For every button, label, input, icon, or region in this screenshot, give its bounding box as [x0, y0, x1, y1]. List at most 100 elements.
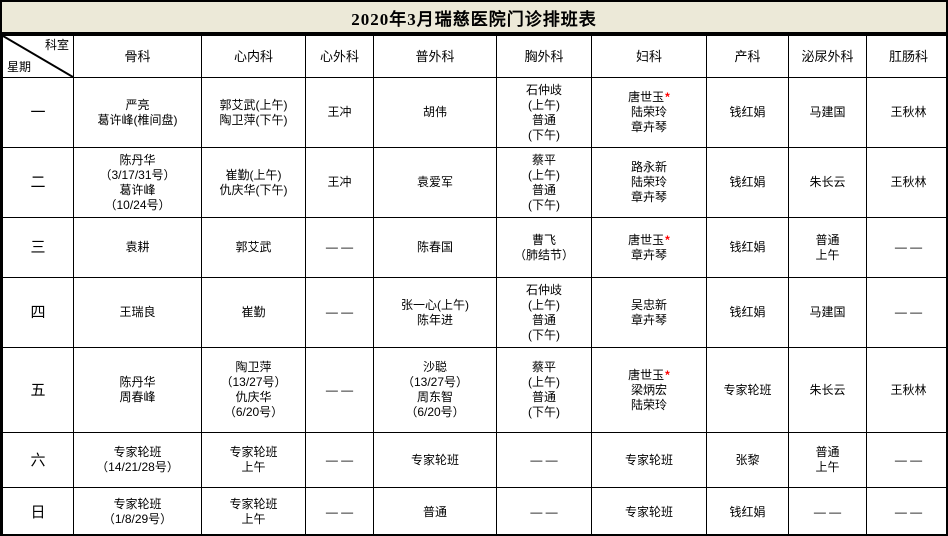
schedule-cell: 张黎: [706, 432, 789, 488]
schedule-cell: — —: [788, 487, 867, 534]
schedule-cell: 普通: [373, 487, 497, 534]
cell-text: 郭艾武(上午): [219, 97, 288, 112]
cell-text: — —: [325, 240, 354, 254]
cell-text: 钱红娟: [729, 240, 766, 254]
star-marker: *: [665, 90, 670, 104]
schedule-cell: 唐世玉* 陆荣玲 章卉琴: [591, 77, 707, 148]
schedule-cell: 钱红娟: [706, 217, 789, 278]
schedule-row: 三袁耕 郭艾武 — — 陈春国 曹飞 （肺结节） 唐世玉* 章卉琴 钱红娟 普通 上午 — —: [2, 217, 946, 278]
table-body: 一严亮 葛许峰(椎间盘) 郭艾武(上午) 陶卫萍(下午) 王冲 胡伟 石仲歧 (上午) 普通 (下…: [2, 77, 946, 534]
cell-text: (上午): [528, 297, 560, 312]
schedule-cell: 唐世玉* 章卉琴: [591, 217, 707, 278]
cell-text: (下午): [528, 327, 560, 342]
cell-text: 普通: [422, 504, 447, 519]
schedule-cell: 钱红娟: [706, 77, 789, 148]
cell-text: 崔勤: [241, 305, 266, 319]
cell-text: （14/21/28号）: [96, 460, 179, 474]
schedule-cell: 专家轮班: [591, 432, 707, 488]
cell-text: — —: [530, 504, 558, 519]
schedule-cell: 沙聪 （13/27号） 周东智 （6/20号）: [373, 347, 497, 433]
schedule-cell: — —: [305, 432, 374, 488]
schedule-cell: 普通 上午: [788, 217, 867, 278]
cell-text: 郭艾武: [235, 240, 272, 254]
cell-text: 王秋林: [890, 105, 927, 119]
day-label: 三: [2, 217, 74, 278]
cell-text: 陆荣玲: [630, 105, 667, 119]
cell-text: 仇庆华: [235, 390, 272, 404]
cell-text: (上午): [528, 167, 560, 182]
cell-text: 专家轮班: [624, 452, 673, 467]
cell-text: 普通: [531, 182, 556, 197]
column-header: 骨科: [73, 35, 202, 78]
cell-text: — —: [813, 504, 842, 519]
cell-text: 胡伟: [422, 105, 447, 119]
cell-text: 路永新: [630, 160, 667, 174]
schedule-cell: — —: [866, 217, 946, 278]
schedule-cell: 崔勤(上午) 仇庆华(下午): [201, 147, 306, 218]
cell-text: 钱红娟: [729, 504, 766, 519]
schedule-cell: 郭艾武(上午) 陶卫萍(下午): [201, 77, 306, 148]
cell-text: （6/20号）: [405, 405, 465, 419]
schedule-cell: 钱红娟: [706, 147, 789, 218]
star-marker: *: [665, 232, 670, 247]
cell-text: 王秋林: [890, 175, 927, 189]
cell-text: 专家轮班: [113, 445, 162, 459]
cell-text: 张一心(上午): [401, 297, 469, 312]
cell-text: 马建国: [809, 305, 846, 319]
cell-text: 蔡平: [531, 152, 556, 167]
schedule-cell: 专家轮班 （1/8/29号）: [73, 487, 202, 534]
schedule-cell: 蔡平 (上午) 普通 (下午): [496, 147, 592, 218]
schedule-cell: 曹飞 （肺结节）: [496, 217, 592, 278]
corner-label-weekday: 星期: [7, 60, 32, 74]
column-header: 产科: [706, 35, 789, 78]
day-label: 一: [2, 77, 74, 148]
cell-text: 专家轮班: [229, 497, 278, 511]
cell-text: 崔勤(上午): [225, 167, 282, 182]
cell-text: 上午: [241, 512, 266, 526]
schedule-cell: 王瑞良: [73, 277, 202, 348]
schedule-cell: 陈春国: [373, 217, 497, 278]
schedule-cell: 专家轮班: [373, 432, 497, 488]
cell-text: 唐世玉: [628, 90, 665, 104]
cell-text: 章卉琴: [630, 312, 667, 327]
cell-text: 专家轮班: [113, 497, 162, 511]
cell-text: （肺结节）: [513, 247, 574, 262]
schedule-cell: 郭艾武: [201, 217, 306, 278]
cell-text: (上午): [528, 375, 560, 389]
schedule-cell: 钱红娟: [706, 277, 789, 348]
cell-text: 周东智: [416, 390, 453, 404]
schedule-cell: 专家轮班: [591, 487, 707, 534]
cell-text: 专家轮班: [723, 382, 772, 397]
cell-text: 普通: [531, 112, 556, 127]
cell-text: 葛许峰: [119, 182, 156, 197]
column-header: 妇科: [591, 35, 707, 78]
cell-text: 梁炳宏: [630, 382, 667, 397]
cell-text: （13/27号）: [401, 375, 469, 389]
cell-text: （10/24号）: [104, 197, 171, 212]
cell-text: 吴忠新: [630, 297, 667, 312]
schedule-cell: 张一心(上午) 陈年进: [373, 277, 497, 348]
schedule-cell: — —: [305, 487, 374, 534]
schedule-cell: 钱红娟: [706, 487, 789, 534]
cell-text: 王秋林: [890, 382, 927, 397]
corner-label-department: 科室: [44, 38, 69, 52]
cell-text: 上午: [241, 460, 266, 474]
schedule-cell: — —: [496, 487, 592, 534]
cell-text: 陆荣玲: [630, 175, 667, 189]
schedule-row: 六专家轮班 （14/21/28号） 专家轮班 上午 — — 专家轮班 — — 专家轮班 张黎 普通…: [2, 432, 946, 488]
cell-text: 钱红娟: [729, 105, 766, 119]
schedule-cell: 专家轮班: [706, 347, 789, 433]
cell-text: 曹飞: [531, 232, 556, 247]
cell-text: 唐世玉: [628, 367, 665, 382]
cell-text: 章卉琴: [630, 120, 667, 134]
schedule-cell: 专家轮班 上午: [201, 432, 306, 488]
schedule-cell: 王秋林: [866, 147, 946, 218]
schedule-row: 五陈丹华 周春峰 陶卫萍 （13/27号） 仇庆华 （6/20号） — — 沙聪 （13/27号…: [2, 347, 946, 433]
cell-text: — —: [894, 240, 923, 254]
schedule-cell: 蔡平 (上午) 普通 (下午): [496, 347, 592, 433]
cell-text: 普通: [531, 390, 556, 404]
cell-text: 上午: [815, 247, 840, 262]
page-title: 2020年3月瑞慈医院门诊排班表: [2, 2, 946, 35]
corner-cell: 科室 星期: [2, 35, 74, 78]
cell-text: 袁耕: [125, 240, 150, 254]
